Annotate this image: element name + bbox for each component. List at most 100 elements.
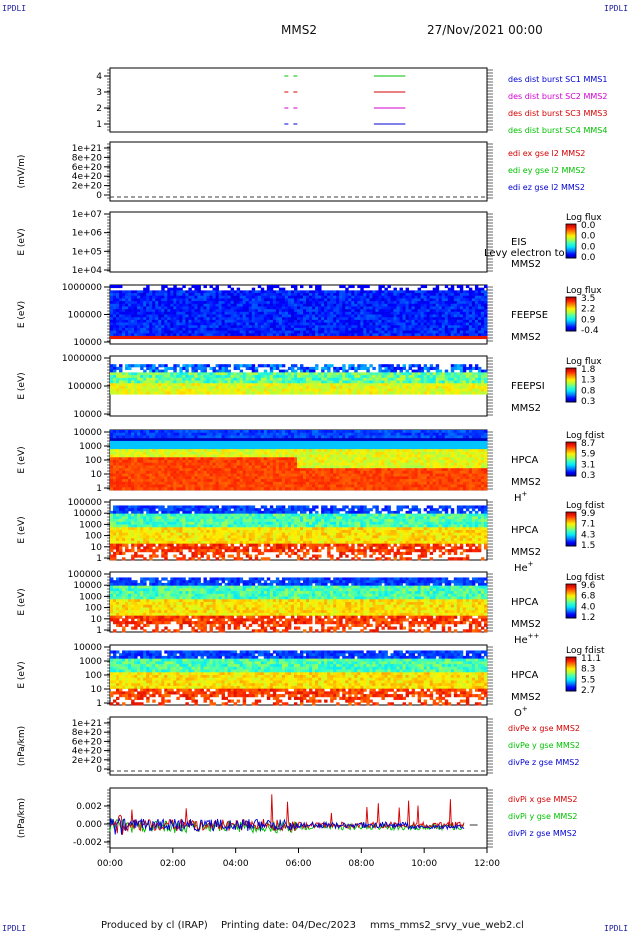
heatmap-cell	[345, 330, 349, 334]
heatmap-cell	[450, 290, 455, 294]
heatmap-cell	[191, 470, 195, 475]
heatmap-cell	[245, 335, 250, 340]
heatmap-cell	[227, 479, 232, 483]
heatmap-cell	[471, 383, 476, 387]
heatmap-cell	[122, 468, 126, 472]
heatmap-cell	[438, 333, 443, 337]
heatmap-cell	[257, 290, 262, 294]
heatmap-cell	[218, 487, 222, 491]
heatmap-cell	[137, 333, 141, 337]
heatmap-cell	[278, 391, 283, 395]
heatmap-cell	[113, 311, 117, 315]
heatmap-cell	[197, 325, 201, 329]
heatmap-cell	[212, 476, 216, 480]
heatmap-cell	[209, 465, 213, 469]
colorbar-cell	[566, 387, 576, 389]
heatmap-cell	[327, 333, 331, 337]
heatmap-cell	[275, 306, 280, 310]
heatmap-cell	[266, 372, 271, 376]
heatmap-cell	[140, 449, 144, 453]
colorbar-cell	[566, 400, 576, 402]
heatmap-cell	[230, 438, 235, 442]
heatmap-cell	[128, 451, 132, 455]
heatmap-cell	[188, 446, 192, 450]
heatmap-cell	[378, 322, 382, 326]
heatmap-cell	[477, 388, 482, 392]
heatmap-cell	[408, 298, 412, 302]
heatmap-cell	[233, 317, 238, 321]
colorbar-tick: 0.8	[581, 386, 596, 396]
heatmap-cell	[158, 460, 162, 464]
heatmap-cell	[408, 375, 412, 379]
heatmap-cell	[402, 391, 406, 395]
heatmap-cell	[197, 449, 201, 453]
heatmap-cell	[462, 327, 467, 331]
heatmap-cell	[116, 383, 120, 387]
heatmap-cell	[200, 375, 204, 379]
heatmap-cell	[266, 303, 271, 307]
heatmap-cell	[468, 372, 473, 376]
energy-tick-label: 1e+07	[72, 210, 102, 220]
heatmap-cell	[339, 290, 343, 294]
heatmap-cell	[167, 454, 171, 458]
heatmap-cell	[191, 322, 195, 326]
heatmap-cell	[381, 303, 385, 307]
heatmap-cell	[248, 377, 253, 381]
heatmap-cell	[194, 295, 198, 299]
heatmap-cell	[203, 364, 207, 368]
heatmap-cell	[161, 335, 165, 340]
heatmap-cell	[480, 309, 485, 313]
heatmap-cell	[417, 303, 422, 307]
heatmap-cell	[378, 309, 382, 313]
heatmap-cell	[366, 285, 370, 289]
heatmap-cell	[131, 319, 135, 323]
heatmap-cell	[173, 285, 177, 289]
heatmap-cell	[251, 386, 256, 390]
heatmap-cell	[438, 311, 443, 315]
heatmap-cell	[339, 311, 343, 315]
heatmap-cell	[366, 327, 370, 331]
heatmap-cell	[179, 473, 183, 477]
heatmap-cell	[233, 309, 238, 313]
heatmap-cell	[287, 298, 292, 302]
heatmap-cell	[312, 391, 316, 395]
heatmap-cell	[423, 391, 428, 395]
heatmap-cell	[248, 290, 253, 294]
heatmap-cell	[179, 440, 183, 445]
heatmap-cell	[251, 317, 256, 321]
heatmap-cell	[393, 333, 397, 337]
heatmap-cell	[230, 432, 235, 436]
heatmap-cell	[230, 451, 235, 455]
heatmap-cell	[233, 479, 238, 483]
heatmap-cell	[351, 366, 355, 371]
heatmap-cell	[456, 311, 461, 315]
heatmap-cell	[140, 366, 144, 371]
heatmap-cell	[387, 335, 391, 340]
heatmap-cell	[200, 440, 204, 445]
heatmap-cell	[245, 314, 250, 318]
heatmap-cell	[342, 293, 346, 297]
y-axis-label: E (eV)	[17, 372, 27, 399]
heatmap-cell	[453, 295, 458, 299]
heatmap-cell	[197, 476, 201, 480]
heatmap-cell	[221, 460, 226, 464]
heatmap-cell	[300, 364, 304, 368]
heatmap-cell	[170, 335, 174, 340]
heatmap-cell	[221, 369, 226, 373]
heatmap-cell	[477, 322, 482, 326]
heatmap-cell	[191, 484, 195, 488]
heatmap-cell	[414, 377, 419, 381]
heatmap-cell	[224, 366, 229, 371]
heatmap-cell	[408, 383, 412, 387]
heatmap-cell	[465, 325, 470, 329]
heatmap-cell	[239, 333, 244, 337]
heatmap-cell	[378, 325, 382, 329]
heatmap-cell	[128, 317, 132, 321]
heatmap-cell	[140, 319, 144, 323]
heatmap-cell	[242, 309, 247, 313]
heatmap-cell	[372, 335, 376, 340]
heatmap-cell	[236, 317, 241, 321]
heatmap-cell	[131, 479, 135, 483]
heatmap-cell	[134, 446, 138, 450]
heatmap-cell	[149, 293, 153, 297]
